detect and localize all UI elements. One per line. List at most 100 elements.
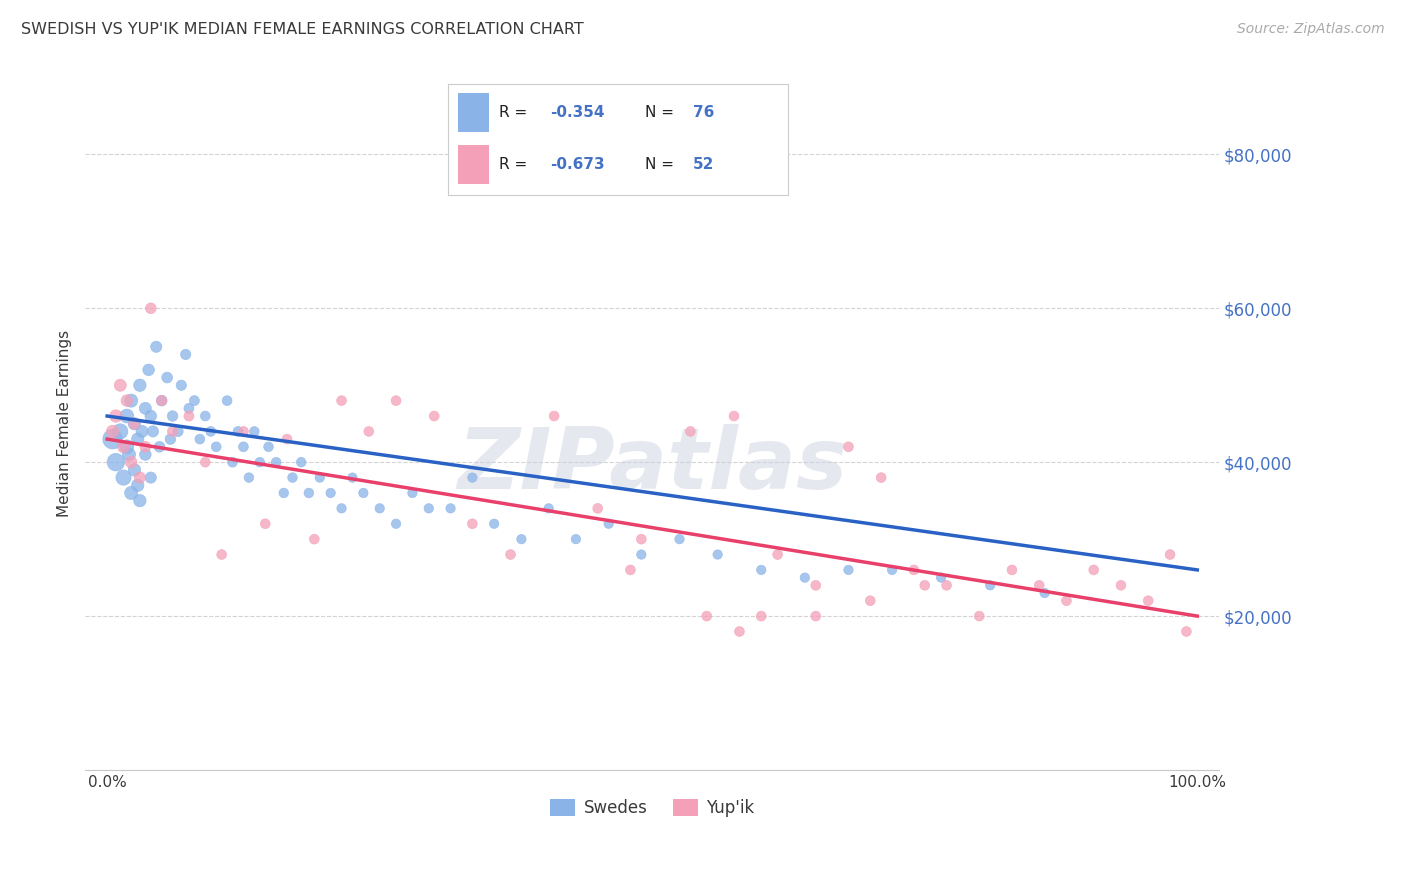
- Point: [330, 501, 353, 516]
- Point: [150, 393, 173, 408]
- Point: [177, 401, 200, 416]
- Text: ZIPatlas: ZIPatlas: [457, 424, 848, 507]
- Point: [257, 440, 280, 454]
- Point: [124, 463, 146, 477]
- Point: [101, 432, 124, 446]
- Point: [967, 609, 990, 624]
- Point: [330, 393, 353, 408]
- Point: [482, 516, 505, 531]
- Point: [1137, 593, 1160, 607]
- Point: [138, 363, 160, 377]
- Point: [156, 370, 179, 384]
- Point: [439, 501, 461, 516]
- Point: [903, 563, 925, 577]
- Point: [418, 501, 440, 516]
- Point: [150, 393, 173, 408]
- Point: [543, 409, 565, 423]
- Text: Source: ZipAtlas.com: Source: ZipAtlas.com: [1237, 22, 1385, 37]
- Point: [749, 563, 772, 577]
- Point: [145, 340, 167, 354]
- Point: [598, 516, 620, 531]
- Point: [232, 425, 254, 439]
- Legend: Swedes, Yup'ik: Swedes, Yup'ik: [544, 792, 761, 824]
- Point: [499, 548, 522, 562]
- Point: [104, 409, 127, 423]
- Point: [128, 470, 150, 484]
- Point: [131, 425, 153, 439]
- Point: [243, 425, 266, 439]
- Point: [188, 432, 211, 446]
- Point: [298, 486, 321, 500]
- Point: [221, 455, 243, 469]
- Point: [128, 378, 150, 392]
- Point: [859, 593, 882, 607]
- Point: [162, 409, 184, 423]
- Point: [914, 578, 936, 592]
- Point: [308, 470, 330, 484]
- Point: [174, 347, 197, 361]
- Point: [696, 609, 718, 624]
- Point: [304, 532, 326, 546]
- Point: [706, 548, 728, 562]
- Point: [929, 571, 952, 585]
- Point: [630, 548, 652, 562]
- Point: [264, 455, 287, 469]
- Point: [170, 378, 193, 392]
- Point: [115, 440, 138, 454]
- Point: [200, 425, 222, 439]
- Point: [120, 393, 142, 408]
- Point: [139, 409, 162, 423]
- Point: [880, 563, 903, 577]
- Point: [319, 486, 342, 500]
- Point: [401, 486, 423, 500]
- Point: [728, 624, 751, 639]
- Point: [804, 578, 827, 592]
- Point: [723, 409, 745, 423]
- Point: [935, 578, 957, 592]
- Point: [232, 440, 254, 454]
- Point: [134, 401, 156, 416]
- Point: [134, 448, 156, 462]
- Point: [162, 425, 184, 439]
- Point: [211, 548, 233, 562]
- Y-axis label: Median Female Earnings: Median Female Earnings: [58, 330, 72, 517]
- Point: [837, 563, 859, 577]
- Point: [837, 440, 859, 454]
- Point: [423, 409, 446, 423]
- Point: [281, 470, 304, 484]
- Point: [804, 609, 827, 624]
- Point: [352, 486, 374, 500]
- Point: [870, 470, 893, 484]
- Point: [115, 393, 138, 408]
- Point: [112, 470, 135, 484]
- Point: [142, 425, 165, 439]
- Point: [586, 501, 609, 516]
- Point: [630, 532, 652, 546]
- Point: [226, 425, 249, 439]
- Point: [273, 486, 295, 500]
- Point: [115, 409, 138, 423]
- Point: [127, 432, 149, 446]
- Point: [112, 440, 135, 454]
- Point: [139, 301, 162, 316]
- Point: [679, 425, 702, 439]
- Point: [276, 432, 298, 446]
- Point: [385, 393, 408, 408]
- Point: [110, 378, 132, 392]
- Point: [254, 516, 277, 531]
- Point: [249, 455, 271, 469]
- Point: [461, 470, 484, 484]
- Point: [124, 417, 146, 431]
- Point: [124, 417, 146, 431]
- Point: [368, 501, 391, 516]
- Point: [134, 440, 156, 454]
- Point: [128, 493, 150, 508]
- Point: [1056, 593, 1078, 607]
- Point: [979, 578, 1001, 592]
- Point: [766, 548, 789, 562]
- Point: [1033, 586, 1056, 600]
- Point: [205, 440, 228, 454]
- Point: [167, 425, 190, 439]
- Point: [139, 470, 162, 484]
- Point: [194, 409, 217, 423]
